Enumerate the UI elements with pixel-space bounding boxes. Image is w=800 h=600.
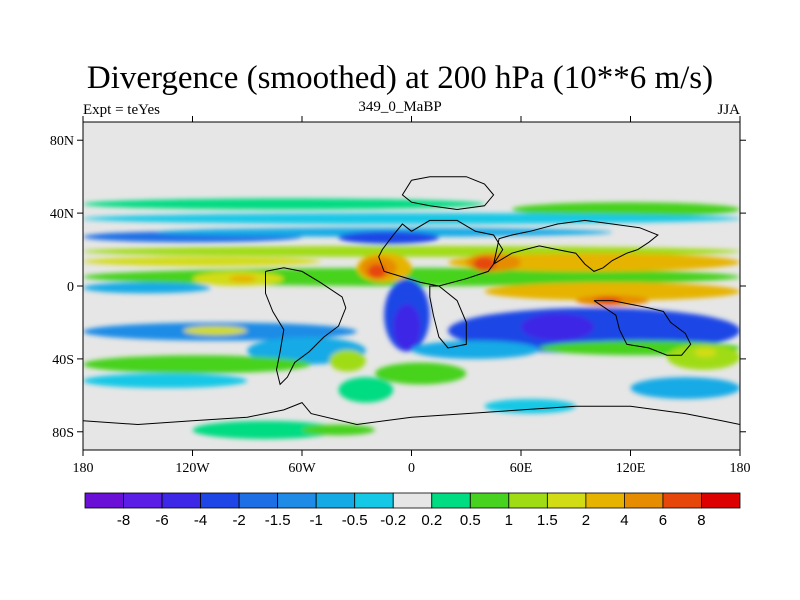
colorbar-swatch — [238, 492, 279, 509]
coastline — [378, 219, 504, 287]
x-tick-label: 120E — [616, 461, 646, 476]
field-region — [511, 202, 740, 217]
colorbar-label: 1.5 — [537, 512, 558, 529]
colorbar-label: -0.2 — [380, 512, 406, 529]
colorbar-label: 8 — [697, 512, 705, 529]
field-region — [484, 282, 740, 301]
field-region — [473, 256, 496, 272]
field-region — [367, 264, 386, 279]
colorbar-label: -8 — [117, 512, 130, 529]
y-tick-label: 80N — [50, 134, 74, 149]
field-region — [521, 313, 594, 341]
field-region — [83, 282, 211, 294]
plot-title: Divergence (smoothed) at 200 hPa (10**6 … — [86, 60, 714, 96]
coastline — [493, 219, 659, 272]
colorbar-swatch — [123, 492, 163, 509]
colorbar-swatch — [84, 492, 124, 509]
field-region — [302, 424, 375, 436]
field-region — [393, 304, 421, 350]
colorbar-label: -6 — [155, 512, 168, 529]
colorbar-label: 1 — [505, 512, 513, 529]
field-region — [329, 349, 366, 372]
field-region — [83, 198, 485, 210]
field-region — [630, 377, 740, 399]
map-field — [83, 122, 740, 450]
time-label: 349_0_MaBP — [358, 99, 442, 115]
colorbar-swatch — [315, 492, 356, 509]
colorbar-label: 0.2 — [421, 512, 442, 529]
colorbar-swatch — [546, 492, 587, 509]
field-region — [83, 373, 248, 389]
y-tick-label: 40N — [50, 207, 74, 222]
colorbar-label: -1.5 — [265, 512, 291, 529]
colorbar-label: 2 — [582, 512, 590, 529]
field-region — [83, 256, 321, 266]
y-tick-label: 0 — [67, 280, 74, 295]
colorbar-swatch — [392, 492, 433, 509]
field-region — [375, 362, 467, 385]
colorbar-swatch — [469, 492, 510, 509]
coastline — [83, 402, 740, 426]
colorbar-swatch — [431, 492, 471, 509]
coastline — [593, 300, 692, 356]
colorbar-swatch — [200, 492, 240, 509]
colorbar-swatch — [277, 492, 317, 509]
colorbar-swatch — [508, 492, 548, 509]
colorbar-swatch — [161, 492, 201, 509]
coastline — [401, 176, 495, 211]
colorbar-swatch — [701, 492, 741, 509]
field-region — [338, 231, 439, 245]
field-region — [338, 377, 394, 403]
x-tick-label: 120W — [175, 461, 210, 476]
field-region — [183, 326, 248, 336]
x-tick-label: 60W — [288, 461, 316, 476]
field-region — [411, 340, 540, 359]
coastlines — [83, 176, 740, 426]
colorbar-swatch — [354, 492, 394, 509]
field-region — [83, 355, 312, 374]
colorbar-label: -0.5 — [342, 512, 368, 529]
colorbar-label: -1 — [310, 512, 323, 529]
y-tick-label: 80S — [52, 426, 74, 441]
colorbar-label: -4 — [194, 512, 207, 529]
coastline — [429, 285, 467, 349]
colorbar: -8 -6 -4 -2 -1.5 -1 -0.5 -0.2 0.2 0.5 1 1.5 2 4 6 8 — [84, 492, 741, 529]
map-axes: 180 120W 60W 0 60E 120E 180 80N 40N 0 40S 80S — [50, 116, 751, 476]
colorbar-label: 4 — [620, 512, 628, 529]
x-tick-label: 180 — [730, 461, 751, 476]
field-region — [429, 395, 476, 407]
field-region — [192, 420, 339, 440]
colorbar-swatch — [585, 492, 625, 509]
coastline — [265, 267, 347, 386]
field-region — [448, 253, 740, 272]
field-region — [83, 213, 740, 225]
experiment-label: Expt = teYes — [83, 102, 160, 118]
season-label: JJA — [717, 102, 740, 118]
divergence-field — [83, 198, 740, 440]
field-region — [484, 398, 576, 414]
field-region — [694, 347, 717, 358]
colorbar-swatch — [624, 492, 664, 509]
x-tick-label: 0 — [408, 461, 415, 476]
colorbar-label: 6 — [659, 512, 667, 529]
x-tick-label: 180 — [73, 461, 94, 476]
colorbar-label: -2 — [232, 512, 245, 529]
colorbar-label: 0.5 — [460, 512, 481, 529]
colorbar-swatch — [662, 492, 702, 509]
field-region — [229, 275, 257, 283]
x-tick-label: 60E — [510, 461, 533, 476]
y-tick-label: 40S — [52, 353, 74, 368]
